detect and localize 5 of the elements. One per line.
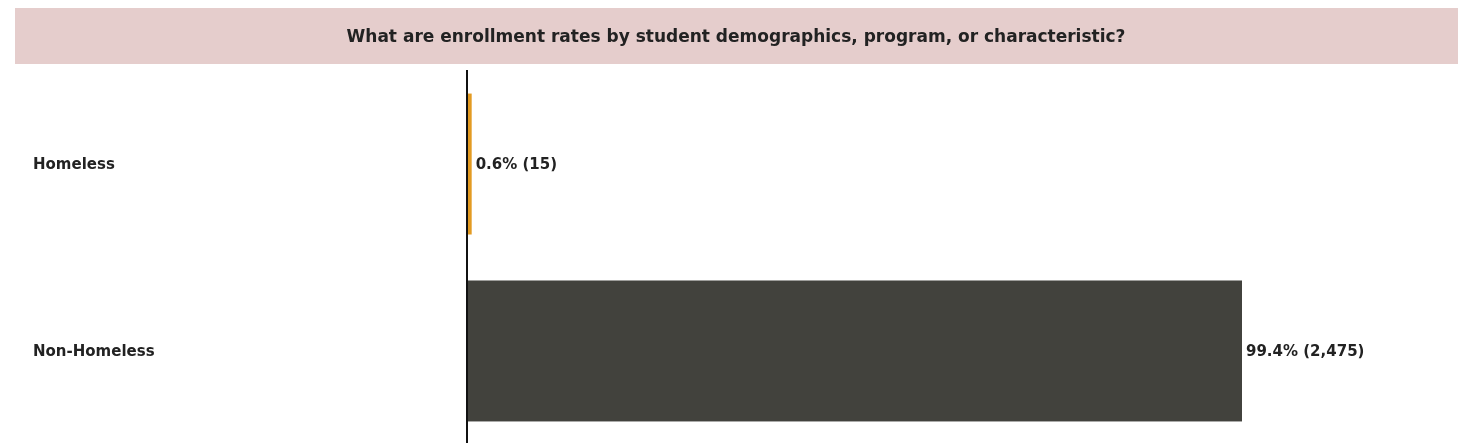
chart-title: What are enrollment rates by student demographics, program, or characteristic? bbox=[346, 25, 1126, 46]
data-label: 0.6% (15) bbox=[475, 155, 558, 174]
y-tick-label: Non-Homeless bbox=[33, 342, 155, 361]
data-label: 99.4% (2,475) bbox=[1246, 342, 1365, 361]
y-tick-label: Homeless bbox=[33, 155, 115, 174]
